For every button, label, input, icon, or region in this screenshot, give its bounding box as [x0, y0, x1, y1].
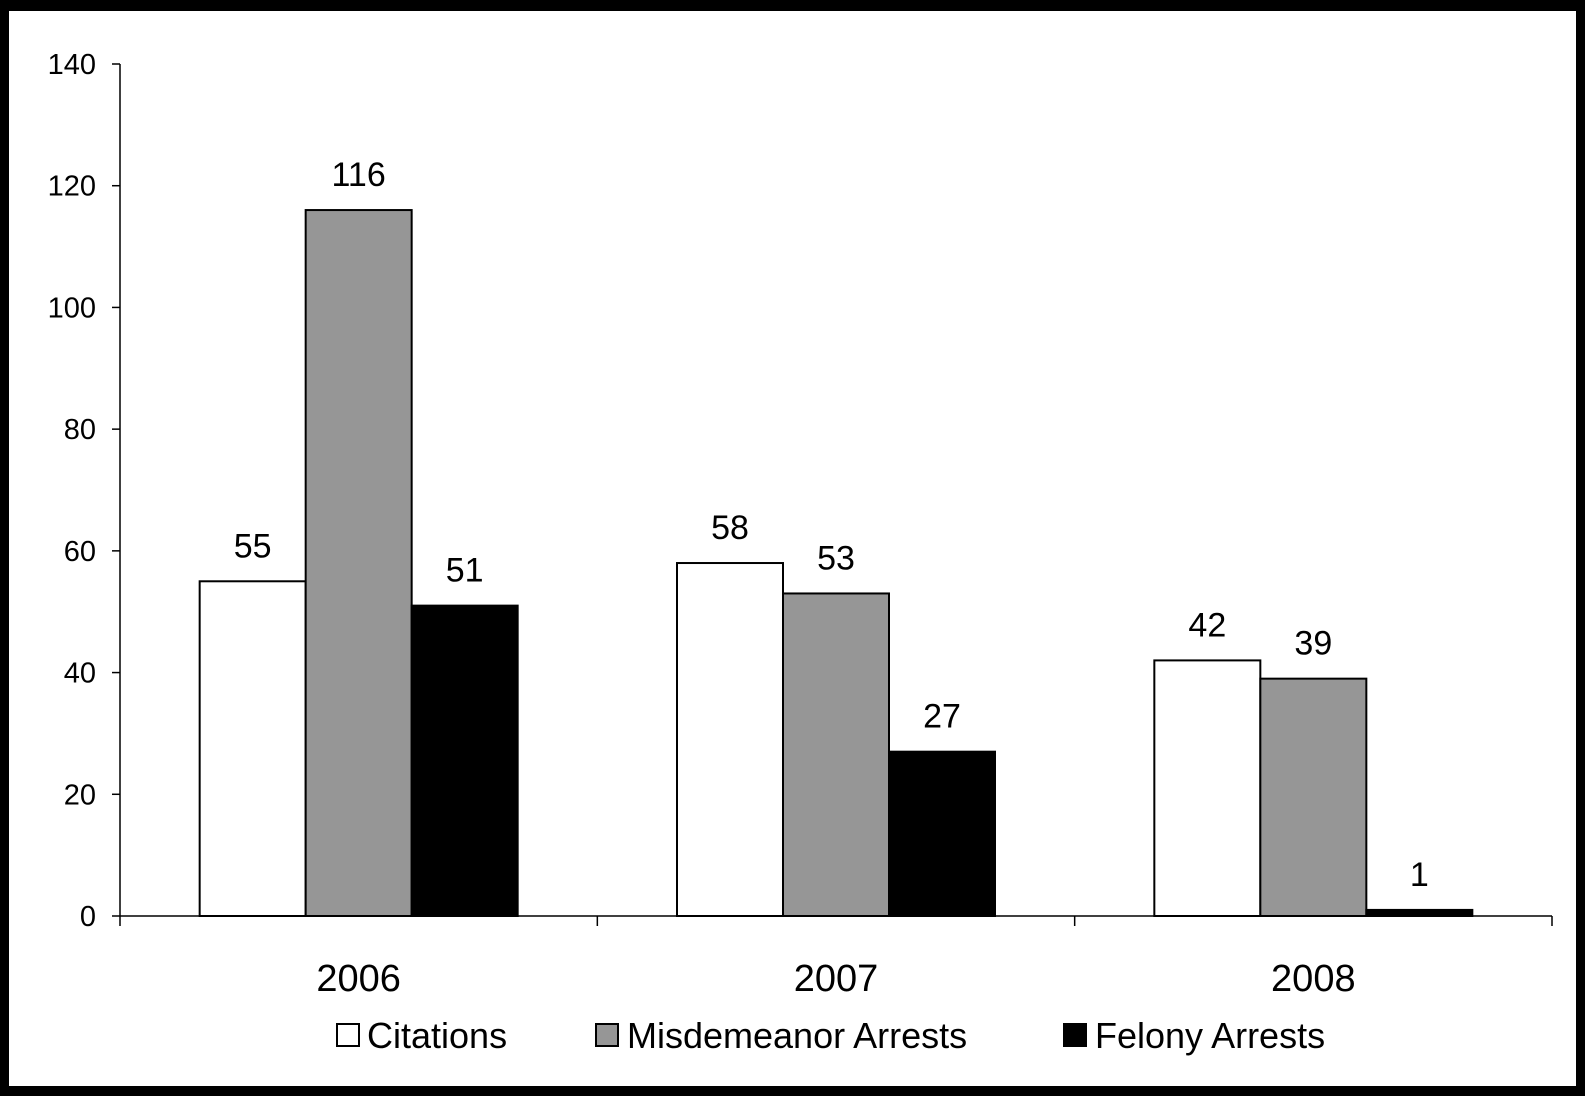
y-tick-label: 120 [48, 171, 96, 203]
bar [676, 562, 784, 917]
legend-label: Citations [367, 1015, 507, 1056]
data-label: 27 [923, 698, 961, 736]
legend-swatch [595, 1023, 619, 1047]
legend-label: Felony Arrests [1095, 1015, 1325, 1056]
bar [410, 604, 519, 918]
data-label: 55 [234, 527, 272, 565]
data-label: 58 [711, 509, 749, 547]
bar [198, 580, 307, 917]
legend-swatch [336, 1023, 360, 1047]
x-category-label: 2007 [794, 958, 879, 1000]
chart-panel: 0 20 40 60 80 100 120 140 55 116 51 2006 58 53 27 2007 4… [9, 11, 1576, 1086]
y-tick-label: 60 [64, 536, 96, 568]
bar [304, 209, 413, 918]
bar [1259, 677, 1368, 918]
y-tick-label: 100 [48, 292, 96, 324]
bar [782, 592, 890, 917]
data-label: 42 [1188, 606, 1226, 644]
data-label: 1 [1410, 856, 1429, 894]
y-tick-label: 20 [64, 779, 96, 811]
bar [1153, 659, 1262, 918]
x-category-label: 2006 [316, 958, 401, 1000]
data-label: 53 [817, 539, 855, 577]
bar [1365, 908, 1474, 918]
data-label: 51 [446, 552, 484, 590]
bar-chart: 0 20 40 60 80 100 120 140 55 116 51 2006 58 53 27 2007 4… [48, 49, 1553, 1056]
x-category-label: 2008 [1271, 958, 1356, 1000]
legend-label: Misdemeanor Arrests [627, 1015, 967, 1056]
y-tick-label: 40 [64, 658, 96, 690]
data-label: 39 [1294, 625, 1332, 663]
y-tick-label: 0 [80, 901, 96, 933]
bar [888, 750, 996, 918]
y-tick-label: 80 [64, 414, 96, 446]
data-label: 116 [332, 156, 386, 194]
legend-swatch [1063, 1023, 1087, 1047]
y-tick-label: 140 [48, 49, 96, 81]
